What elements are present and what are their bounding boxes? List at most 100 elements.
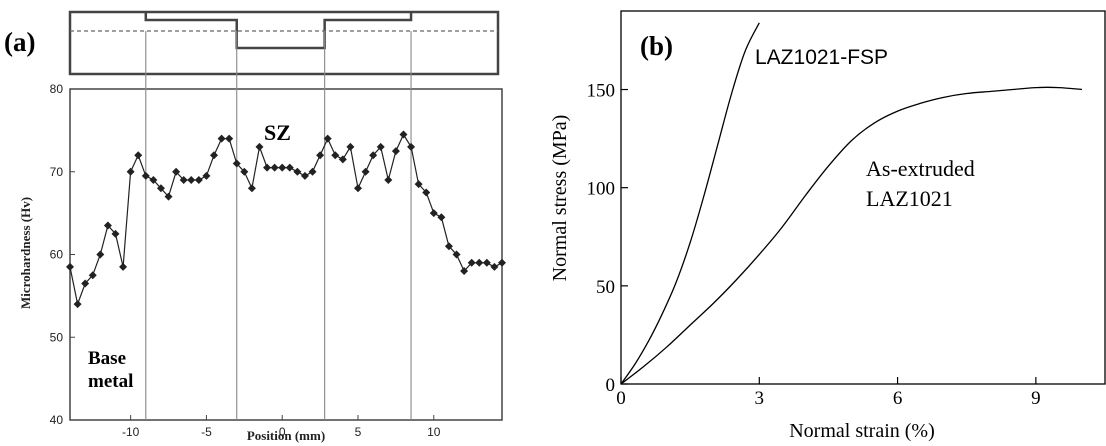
y-tick-label: 70 [50, 165, 64, 179]
panel-b-ylabel: Normal stress (MPa) [549, 115, 571, 282]
y-tick-label: 50 [596, 277, 615, 298]
data-point [202, 171, 211, 180]
series-line-0 [620, 22, 760, 385]
data-point [460, 267, 469, 276]
series-label-extruded-2: LAZ1021 [866, 186, 953, 211]
data-point [316, 151, 325, 160]
data-point [407, 142, 416, 151]
y-tick-label: 60 [50, 248, 64, 262]
series-label-extruded-1: As-extruded [866, 156, 975, 181]
x-tick-label: -5 [201, 425, 212, 439]
data-point [467, 258, 476, 267]
data-point [285, 163, 294, 172]
panel-a-ylabel: Microhardness (Hv) [18, 197, 33, 309]
panel-b-series [620, 22, 1083, 385]
data-point [263, 163, 272, 172]
data-point [96, 250, 105, 259]
data-point [498, 258, 506, 267]
zone-label-sz: SZ [264, 120, 291, 145]
data-point [232, 159, 241, 168]
y-tick-label: 50 [50, 330, 64, 344]
data-point [187, 176, 196, 185]
x-tick-label: 10 [427, 425, 441, 439]
x-tick-label: 0 [279, 425, 286, 439]
data-point [164, 192, 173, 201]
panel-b-stress-strain: 0 3 6 9 0 50 100 150 (b) LAZ1021-FSP As-extrude… [549, 10, 1106, 442]
data-point [331, 151, 340, 160]
panel-a-series [66, 130, 506, 309]
weld-schematic [68, 10, 500, 76]
panel-b-plot-frame [620, 10, 1106, 385]
series-label-fsp: LAZ1021-FSP [755, 46, 888, 69]
data-point [88, 271, 97, 280]
data-point [66, 262, 74, 271]
data-point [369, 151, 378, 160]
series-line-0 [69, 133, 503, 307]
data-point [437, 213, 446, 222]
panel-b-ticks: 0 3 6 9 0 50 100 150 [587, 81, 1041, 409]
panel-a-microhardness: (a) -10 -5 0 5 10 40 50 60 70 80 SZ Base metal Po… [4, 10, 506, 443]
panel-a-label: (a) [4, 27, 35, 57]
x-tick-label: 0 [616, 388, 626, 409]
data-point [270, 163, 279, 172]
zone-label-base-1: Base [88, 348, 126, 369]
data-point [141, 171, 150, 180]
panel-a-ticks: -10 -5 0 5 10 40 50 60 70 80 [50, 82, 441, 439]
panel-b-label: (b) [640, 31, 673, 61]
data-point [240, 167, 249, 176]
data-point [300, 171, 309, 180]
data-point [452, 250, 461, 259]
x-tick-label: 6 [893, 388, 903, 409]
data-point [475, 258, 484, 267]
x-tick-label: 5 [355, 425, 362, 439]
data-point [414, 180, 423, 189]
data-point [376, 142, 385, 151]
data-point [119, 262, 128, 271]
data-point [323, 134, 332, 143]
data-point [346, 142, 355, 151]
data-point [179, 176, 188, 185]
y-tick-label: 0 [606, 375, 616, 396]
data-point [194, 176, 203, 185]
panel-b-xlabel: Normal strain (%) [789, 420, 935, 442]
schematic-plate-outline [68, 10, 500, 76]
data-point [103, 221, 112, 230]
data-point [73, 300, 82, 309]
data-point [354, 184, 362, 193]
y-tick-label: 100 [587, 179, 616, 200]
zone-label-base-2: metal [88, 371, 133, 392]
data-point [225, 134, 234, 143]
data-point [490, 262, 499, 271]
data-point [210, 151, 218, 160]
data-point [293, 167, 302, 176]
data-point [391, 147, 400, 156]
x-tick-label: 3 [755, 388, 765, 409]
data-point [81, 279, 90, 288]
data-point [255, 142, 264, 151]
x-tick-label: -10 [122, 425, 140, 439]
zone-boundary-lines [145, 31, 412, 420]
data-point [429, 209, 438, 218]
data-point [384, 176, 393, 185]
data-point [399, 130, 408, 139]
data-point [134, 151, 143, 160]
data-point [172, 167, 181, 176]
data-point [217, 134, 226, 143]
data-point [338, 155, 347, 164]
data-point [422, 188, 431, 197]
data-point [444, 242, 453, 251]
x-tick-label: 9 [1031, 388, 1041, 409]
y-tick-label: 40 [50, 413, 64, 427]
data-point [149, 176, 158, 185]
data-point [126, 167, 135, 176]
y-tick-label: 150 [587, 81, 616, 102]
y-tick-label: 80 [50, 82, 64, 96]
data-point [361, 167, 370, 176]
data-point [482, 258, 491, 267]
data-point [111, 229, 120, 238]
data-point [247, 184, 256, 193]
panel-a-xlabel: Position (mm) [247, 428, 325, 443]
data-point [278, 163, 287, 172]
schematic-tool-profile [144, 12, 413, 50]
